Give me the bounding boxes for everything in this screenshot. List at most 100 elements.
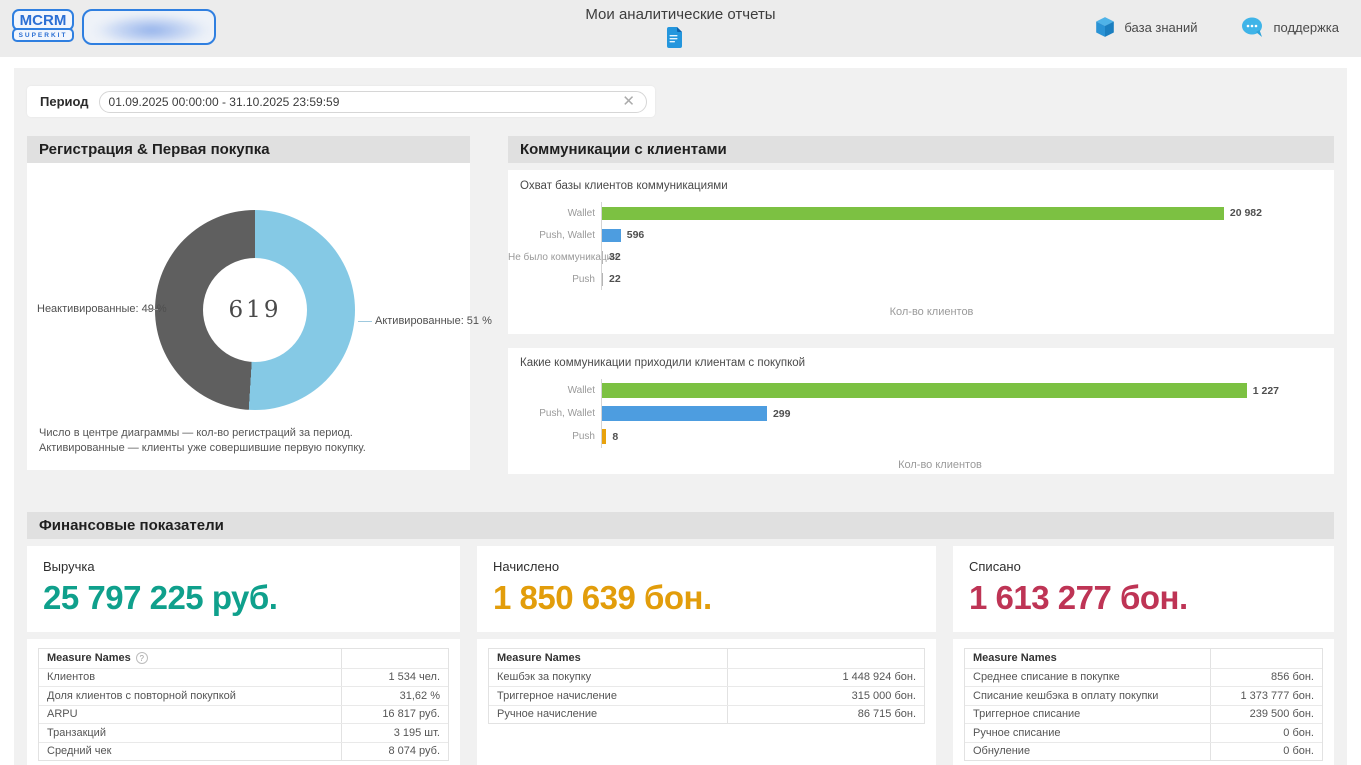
period-filter-input[interactable]: 01.09.2025 00:00:00 - 31.10.2025 23:59:5…	[99, 91, 647, 113]
bar-row: Push 22	[508, 268, 1334, 290]
registration-section: Регистрация & Первая покупка 619 Неактив…	[27, 136, 470, 474]
bar-value-label: 8	[612, 431, 618, 443]
kpi-label: Списано	[969, 559, 1318, 574]
table-row: Транзакций 3 195 шт.	[39, 723, 448, 742]
bar-wallet[interactable]	[602, 207, 1224, 220]
table-header-row: Measure Names ?	[39, 649, 448, 668]
donut-label-active: Активированные: 51 %	[375, 315, 492, 327]
period-filter-label: Период	[40, 94, 89, 109]
finance-column-revenue: Выручка 25 797 225 руб. Measure Names ? …	[27, 546, 460, 765]
table-row: Клиентов 1 534 чел.	[39, 668, 448, 687]
bar-push-wallet[interactable]	[602, 406, 767, 421]
bar-value-label: 1 227	[1253, 385, 1279, 397]
logo-text-mcrm: MCRM	[12, 9, 74, 31]
table-row: Средний чек 8 074 руб.	[39, 742, 448, 761]
table-row: Триггерное начисление 315 000 бон.	[489, 686, 924, 705]
donut-callout-line-right	[358, 321, 372, 322]
table-row: ARPU 16 817 руб.	[39, 705, 448, 724]
coverage-chart-panel: Охват базы клиентов коммуникациями Walle…	[508, 170, 1334, 334]
revenue-kpi-value: 25 797 225 руб.	[43, 579, 444, 617]
kpi-label: Начислено	[493, 559, 920, 574]
communications-section: Коммуникации с клиентами Охват базы клие…	[508, 136, 1334, 474]
communications-section-title: Коммуникации с клиентами	[508, 136, 1334, 163]
registration-donut-panel: 619 Неактивированные: 49 % Активированны…	[27, 163, 470, 470]
purchase-communications-x-axis-label: Кол-во клиентов	[601, 459, 1279, 471]
logo-text-superkit: SUPERKIT	[12, 28, 74, 42]
table-header-row: Measure Names	[965, 649, 1322, 668]
coverage-chart-title: Охват базы клиентов коммуникациями	[508, 180, 1334, 192]
brand-blurred-content	[84, 11, 214, 43]
top-bar: MCRM SUPERKIT Мои аналитические отчеты б…	[0, 0, 1361, 57]
measures-table: Measure Names Среднее списание в покупке…	[964, 648, 1323, 761]
measures-table: Measure Names Кешбэк за покупку 1 448 92…	[488, 648, 925, 724]
bar-category-label: Push, Wallet	[508, 408, 601, 419]
table-row: Ручное начисление 86 715 бон.	[489, 705, 924, 724]
table-header-label: Measure Names	[47, 652, 131, 664]
accrued-measures-table-card: Measure Names Кешбэк за покупку 1 448 92…	[477, 639, 936, 765]
table-header-label: Measure Names	[497, 652, 581, 664]
bar-value-label: 596	[627, 229, 645, 241]
support-chat-icon	[1241, 17, 1265, 38]
finance-column-spent: Списано 1 613 277 бон. Measure Names Сре…	[953, 546, 1334, 765]
help-icon[interactable]: ?	[136, 652, 148, 664]
knowledge-base-link[interactable]: база знаний	[1094, 16, 1197, 38]
bar-push[interactable]	[602, 429, 606, 444]
kpi-label: Выручка	[43, 559, 444, 574]
accrued-kpi-value: 1 850 639 бон.	[493, 579, 920, 617]
finance-section-title: Финансовые показатели	[27, 512, 1334, 539]
bar-category-label: Push	[508, 274, 601, 285]
revenue-kpi-card: Выручка 25 797 225 руб.	[27, 546, 460, 632]
period-clear-icon[interactable]: ✕	[620, 94, 637, 109]
bar-row: Wallet 1 227	[508, 379, 1334, 402]
bar-category-label: Push, Wallet	[508, 230, 601, 241]
spent-measures-table-card: Measure Names Среднее списание в покупке…	[953, 639, 1334, 765]
donut-hole: 619	[203, 258, 307, 362]
bar-row: Push, Wallet 596	[508, 224, 1334, 246]
bar-row: Push, Wallet 299	[508, 402, 1334, 425]
coverage-x-axis-label: Кол-во клиентов	[601, 306, 1262, 318]
bar-push[interactable]	[602, 273, 603, 286]
purchase-communications-chart-panel: Какие коммуникации приходили клиентам с …	[508, 348, 1334, 474]
period-filter-value: 01.09.2025 00:00:00 - 31.10.2025 23:59:5…	[109, 95, 621, 109]
support-label: поддержка	[1273, 20, 1339, 35]
registration-section-title: Регистрация & Первая покупка	[27, 136, 470, 163]
bar-value-label: 299	[773, 408, 791, 420]
table-row: Обнуление 0 бон.	[965, 742, 1322, 761]
support-link[interactable]: поддержка	[1241, 17, 1339, 38]
bar-no-communication[interactable]	[602, 251, 603, 264]
donut-footnote: Число в центре диаграммы — кол-во регист…	[39, 426, 366, 456]
bar-value-label: 32	[609, 251, 621, 263]
bar-wallet[interactable]	[602, 383, 1247, 398]
measures-table: Measure Names ? Клиентов 1 534 чел. Доля…	[38, 648, 449, 761]
accrued-kpi-card: Начислено 1 850 639 бон.	[477, 546, 936, 632]
table-row: Доля клиентов с повторной покупкой 31,62…	[39, 686, 448, 705]
dashboard-content: Период 01.09.2025 00:00:00 - 31.10.2025 …	[14, 68, 1347, 765]
report-document-icon	[665, 27, 682, 48]
registrations-count: 619	[229, 297, 282, 323]
table-row: Списание кешбэка в оплату покупки 1 373 …	[965, 686, 1322, 705]
spent-kpi-card: Списано 1 613 277 бон.	[953, 546, 1334, 632]
table-row: Кешбэк за покупку 1 448 924 бон.	[489, 668, 924, 687]
donut-callout-line-left	[146, 309, 158, 310]
finance-column-accrued: Начислено 1 850 639 бон. Measure Names К…	[477, 546, 936, 765]
bar-category-label: Wallet	[508, 208, 601, 219]
bar-push-wallet[interactable]	[602, 229, 621, 242]
bar-category-label: Wallet	[508, 385, 601, 396]
table-row: Среднее списание в покупке 856 бон.	[965, 668, 1322, 687]
spent-kpi-value: 1 613 277 бон.	[969, 579, 1318, 617]
brand-badge[interactable]	[82, 9, 216, 45]
bar-category-label: Не было коммуникации	[508, 252, 601, 263]
bar-value-label: 20 982	[1230, 207, 1262, 219]
bar-category-label: Push	[508, 431, 601, 442]
knowledge-base-cube-icon	[1094, 16, 1116, 38]
donut-label-inactive: Неактивированные: 49 %	[37, 303, 143, 315]
page-title: Мои аналитические отчеты	[585, 6, 775, 23]
mcrm-logo[interactable]: MCRM SUPERKIT	[12, 9, 74, 42]
table-header-row: Measure Names	[489, 649, 924, 668]
bar-row: Push 8	[508, 425, 1334, 448]
revenue-measures-table-card: Measure Names ? Клиентов 1 534 чел. Доля…	[27, 639, 460, 765]
bar-row: Не было коммуникации 32	[508, 246, 1334, 268]
knowledge-base-label: база знаний	[1124, 20, 1197, 35]
bar-value-label: 22	[609, 273, 621, 285]
table-row: Ручное списание 0 бон.	[965, 723, 1322, 742]
